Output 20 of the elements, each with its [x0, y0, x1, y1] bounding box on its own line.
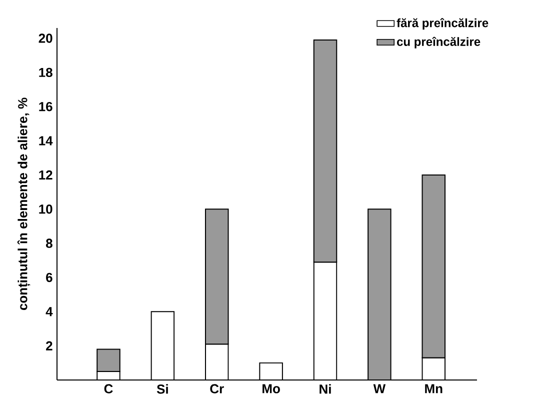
x-tick-label: Ni: [320, 384, 331, 394]
y-tick-label: 14: [39, 136, 53, 146]
legend-label: fără preîncălzire: [396, 18, 488, 30]
x-tick-label: Mn: [425, 384, 442, 394]
y-tick-label: 18: [39, 68, 52, 78]
y-tick-label: 2: [46, 341, 52, 350]
y-axis-title: conținutul în elemente de aliere, %: [17, 98, 30, 310]
x-tick-label: Cr: [210, 384, 224, 394]
y-tick-label: 10: [39, 204, 52, 214]
y-tick-label: 4: [46, 307, 53, 316]
x-tick-label: Si: [156, 384, 168, 394]
y-tick-label: 8: [46, 238, 52, 248]
y-tick-label: 6: [46, 272, 52, 282]
x-tick-label: C: [104, 384, 113, 394]
legend-label: cu preîncălzire: [397, 36, 480, 48]
y-tick-label: 12: [39, 170, 52, 180]
y-tick-label: 20: [38, 34, 52, 43]
x-tick-label: Mo: [262, 384, 280, 394]
x-tick-label: W: [373, 384, 386, 394]
y-tick-label: 16: [39, 102, 52, 112]
